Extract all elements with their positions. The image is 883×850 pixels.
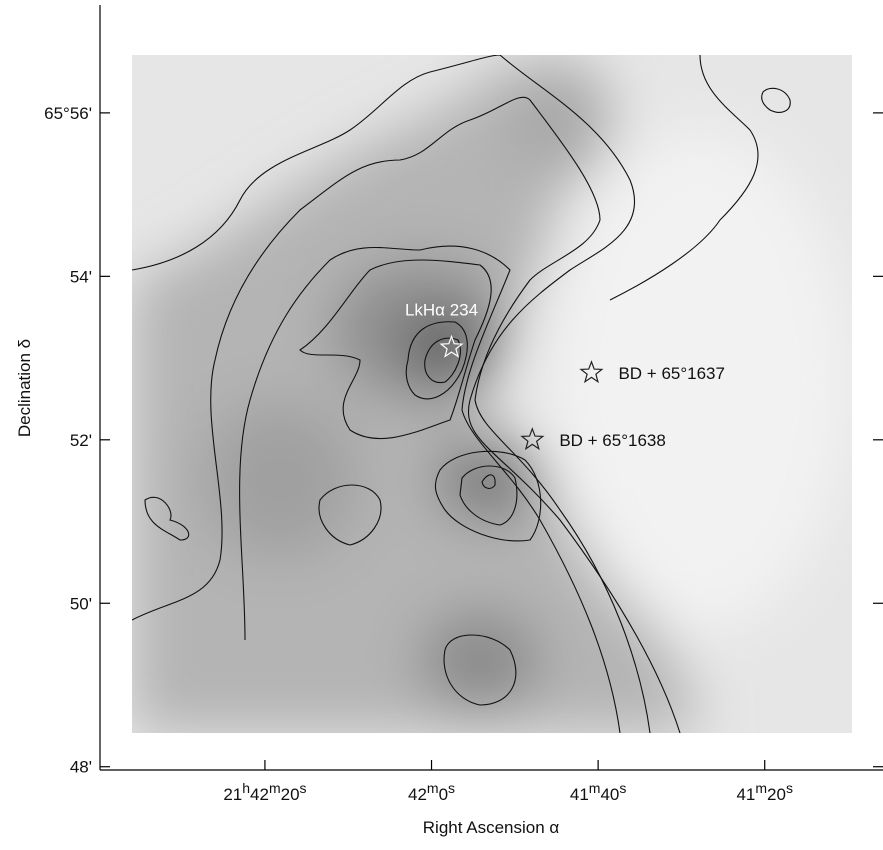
star-label: BD + 65°1638 [559, 431, 666, 450]
star-label: BD + 65°1637 [618, 364, 725, 383]
x-tick-label: 41m40s [570, 780, 627, 804]
star-marker [520, 427, 545, 451]
y-tick-label: 54' [70, 267, 92, 286]
y-axis-title: Declination δ [15, 339, 34, 437]
star-marker [579, 360, 604, 384]
y-tick-label: 65°56' [44, 104, 92, 123]
x-tick-label: 41m20s [736, 780, 793, 804]
contours [132, 55, 791, 733]
x-axis-title: Right Ascension α [423, 818, 560, 837]
x-tick-label: 42m0s [408, 780, 455, 804]
star-label: LkHα 234 [405, 300, 478, 319]
y-tick-label: 48' [70, 758, 92, 777]
star-marker [439, 334, 464, 358]
y-tick-label: 52' [70, 431, 92, 450]
intensity-image [132, 55, 852, 733]
y-tick-label: 50' [70, 594, 92, 613]
x-tick-label: 21h42m20s [223, 780, 306, 804]
